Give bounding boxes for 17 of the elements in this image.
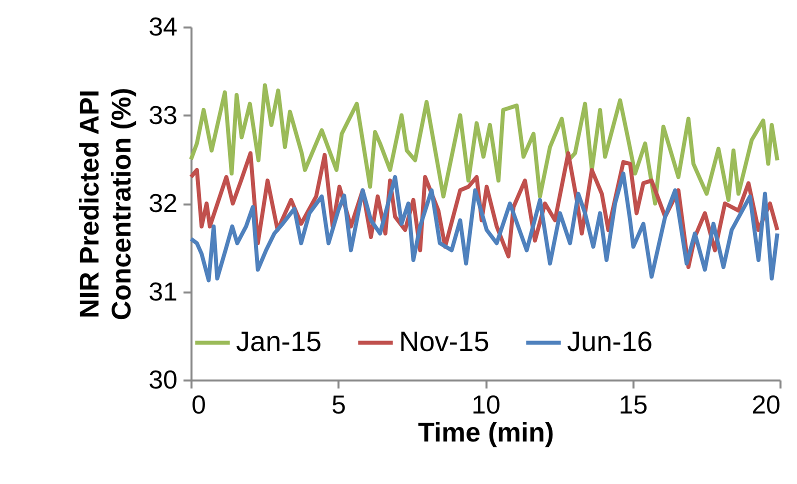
legend-label: Nov-15 [399, 326, 490, 357]
x-tick-label: 20 [752, 390, 780, 420]
y-tick-label: 34 [148, 12, 178, 42]
x-tick-label: 5 [332, 390, 346, 420]
y-axis-title: NIR Predicted API Concentration (%) [74, 88, 137, 320]
y-tick-label: 31 [148, 276, 178, 306]
line-series [189, 171, 780, 282]
legend-label: Jun-16 [567, 326, 653, 357]
y-tick-label: 33 [148, 100, 178, 130]
y-tick-label: 30 [148, 364, 178, 394]
x-axis-title: Time (min) [418, 418, 554, 448]
legend-label: Jan-15 [236, 326, 322, 357]
line-series [189, 83, 780, 206]
y-tick-label: 32 [148, 188, 178, 218]
x-tick-label: 0 [192, 390, 206, 420]
x-tick-label: 10 [472, 390, 500, 420]
x-tick-label: 15 [618, 390, 648, 420]
